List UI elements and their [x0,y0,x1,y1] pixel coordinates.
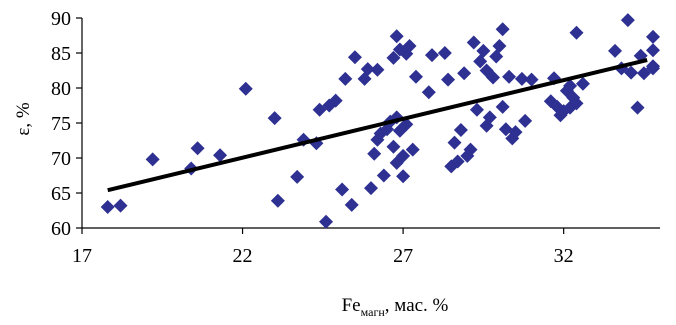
scatter-point [646,61,660,76]
scatter-point [344,197,359,212]
scatter-point [402,39,417,53]
scatter-point [290,169,305,184]
scatter-point [646,29,660,44]
scatter-point [405,142,420,157]
scatter-point [367,146,382,161]
y-axis-title: ε, % [13,102,34,135]
scatter-point [575,76,590,91]
scatter-point [370,62,385,77]
x-axis-title-subscript: магн [361,305,386,319]
y-tick-label: 80 [51,78,71,100]
scatter-point [319,214,334,229]
scatter-point [100,200,115,214]
scatter-point [386,139,401,154]
scatter-point [450,154,465,169]
scatter-point [389,29,404,44]
scatter-point [113,198,128,213]
scatter-point [495,99,510,114]
scatter-point [524,72,539,87]
y-tick-label: 65 [51,183,71,205]
scatter-point [463,142,478,157]
scatter-point [502,69,517,84]
scatter-point [473,54,488,69]
scatter-point [386,50,401,65]
scatter-point [270,193,285,208]
scatter-point [489,49,504,64]
x-tick-label: 17 [72,245,92,267]
y-tick-label: 85 [51,43,71,65]
scatter-point [360,62,375,77]
x-tick-label: 27 [393,245,413,267]
scatter-point [646,43,660,58]
scatter-point [190,141,205,156]
scatter-point [213,148,228,163]
scatter-point [447,135,462,150]
scatter-point [514,71,529,86]
scatter-point [328,93,343,108]
scatter-point [376,168,391,183]
scatter-point [364,181,378,196]
scatter-point [476,43,491,58]
y-tick-label: 60 [51,218,71,240]
scatter-point [338,71,353,86]
data-points [100,13,660,229]
scatter-point [482,110,497,125]
scatter-point [492,39,507,53]
scatter-point [569,96,584,111]
axes [76,17,660,234]
scatter-point [396,148,411,163]
tick-labels: 60 65 70 75 80 85 90 17 22 27 32 [51,8,574,267]
x-tick-label: 32 [554,245,574,267]
y-tick-label: 70 [51,148,71,170]
scatter-point [495,22,510,37]
scatter-point [563,78,578,93]
x-axis-title: Feмагн, мас. % [342,295,449,319]
scatter-point [469,102,484,117]
scatter-point [421,85,436,100]
scatter-point [608,43,623,58]
scatter-point [145,152,160,167]
scatter-point [624,65,639,80]
scatter-point [441,72,456,87]
x-tick-label: 22 [233,245,253,267]
scatter-point [453,123,468,137]
scatter-point [486,70,501,85]
scatter-point [238,81,253,96]
scatter-point [508,125,523,140]
scatter-point [267,111,282,126]
scatter-point [569,25,584,40]
scatter-point [396,169,411,184]
trendline-group [107,58,648,193]
scatter-point [518,113,533,128]
scatter-point [437,46,452,60]
y-tick-label: 90 [51,8,71,30]
scatter-point [425,48,440,63]
scatter-point [408,69,423,84]
scatter-point [457,66,472,81]
scatter-point [620,13,635,28]
x-axis-title-suffix: , мас. % [385,295,449,316]
scatter-point [347,50,362,65]
trendline [107,58,648,193]
x-axis-title-main: Fe [342,295,361,316]
y-tick-label: 75 [51,113,71,135]
scatter-point [466,35,481,50]
scatter-point [335,182,350,197]
scatter-point [630,100,645,115]
